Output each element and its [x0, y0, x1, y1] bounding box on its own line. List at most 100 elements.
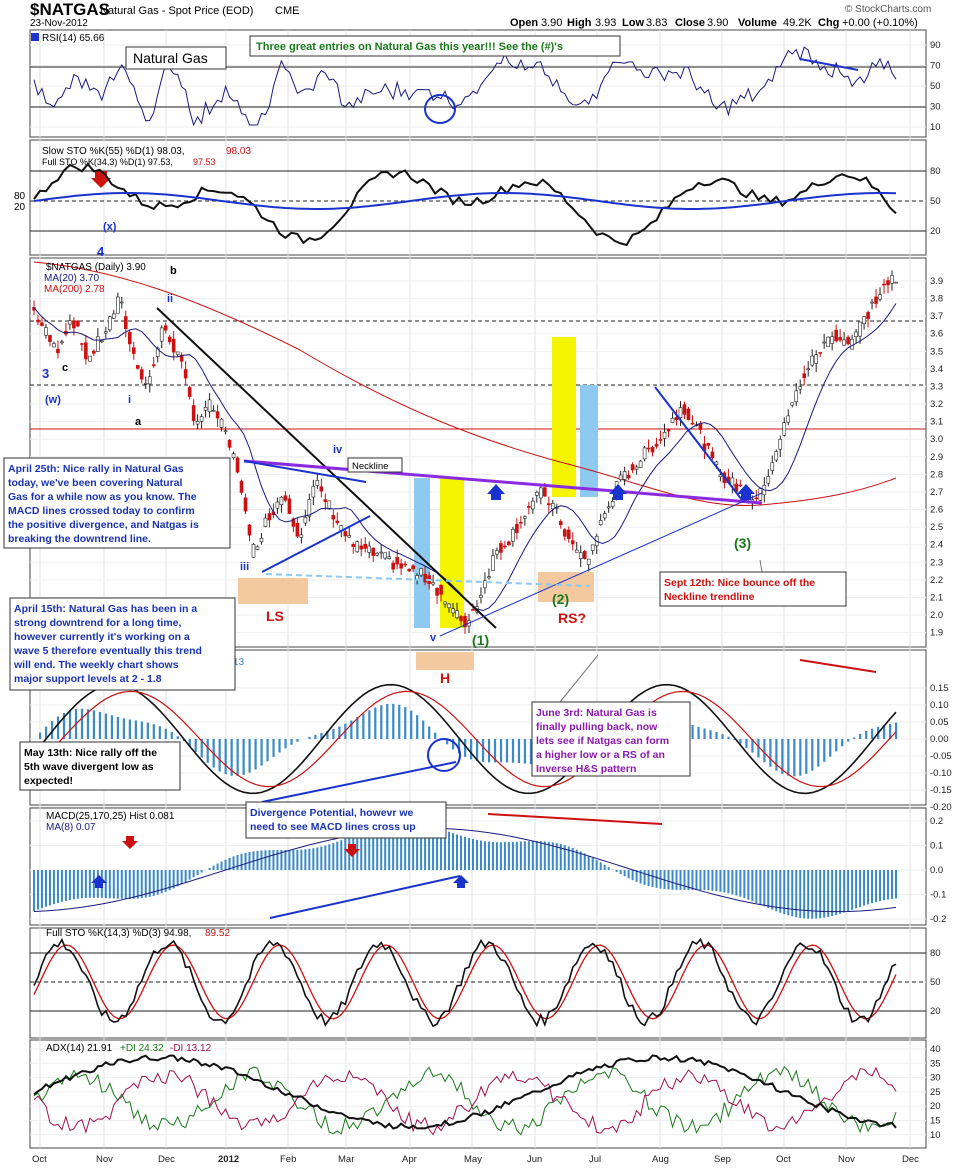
macd2-hist-bar [523, 841, 526, 870]
candle-body [199, 416, 204, 422]
macd2-hist-bar [655, 870, 658, 888]
candle-body [654, 443, 659, 447]
candle-body [666, 429, 671, 432]
candle-body [566, 529, 571, 539]
macd1-hist-bar [152, 724, 155, 739]
candle-body [219, 418, 224, 428]
close-value: 3.90 [707, 17, 728, 29]
macd1-circle [427, 738, 461, 772]
macd1-tick: 0.15 [930, 683, 949, 694]
macd2-hist-bar [392, 822, 395, 870]
candle-body [622, 471, 627, 480]
macd2-hist-bar [627, 870, 630, 879]
macd2-hist-bar [531, 841, 534, 870]
macd2-buy-arrow-icon [453, 875, 469, 888]
candle-body [802, 373, 807, 379]
macd1-hist-bar [56, 716, 60, 739]
low-value: 3.83 [646, 17, 667, 29]
x-tick-label: Feb [280, 1154, 296, 1165]
macd2-hist-bar [432, 826, 435, 870]
macd2-hist-bar [136, 870, 139, 899]
rs-zone [538, 572, 594, 602]
macd2-hist-bar [424, 824, 427, 870]
chg-value: +0.00 (+0.10%) [842, 17, 918, 29]
candle-body [818, 352, 822, 354]
wave-b: b [170, 265, 177, 277]
macd1-hist-bar [230, 739, 233, 776]
macd2-hist-bar [519, 841, 522, 870]
macd2-hist-bar [691, 870, 694, 890]
macd2-hist-bar [643, 870, 646, 885]
macd2-hist-bar [220, 861, 223, 870]
apr15-line: will end. The weekly chart shows [13, 659, 179, 671]
macd1-hist-bar [326, 731, 329, 739]
macd1-hist-bar [392, 703, 395, 739]
rsi-tag: Natural Gas [133, 50, 208, 66]
x-tick-label: Dec [158, 1154, 175, 1165]
candle-body [678, 407, 683, 418]
macd2-hist-bar [787, 870, 790, 916]
macd2-hist-bar [180, 870, 183, 885]
candle-body [403, 563, 407, 566]
candle-body [830, 336, 834, 345]
macd2-label: MACD(25,170,25) Hist 0.081 [46, 811, 175, 822]
candle-body [682, 404, 687, 415]
wave-3: 3 [42, 366, 49, 381]
candle-body [379, 551, 383, 554]
candle-body [151, 364, 156, 367]
macd2-hist-bar [815, 870, 818, 919]
price-tick: 1.9 [930, 628, 943, 639]
macd2-hist-bar [863, 870, 866, 906]
candle-body [40, 322, 44, 326]
candle-body [483, 580, 487, 589]
candle-body [147, 376, 152, 385]
macd1-hist-bar [769, 739, 772, 767]
macd2-hist-bar [703, 870, 706, 891]
macd1-hist-bar [80, 708, 84, 739]
candle-body [407, 568, 411, 572]
macd1-hist-bar [266, 739, 269, 762]
price-tick: 2.3 [930, 557, 943, 568]
macd2-hist-bar [771, 870, 774, 910]
macd2-hist-bar [48, 870, 51, 906]
open-label: Open [510, 17, 538, 29]
macd1-hist-bar [799, 739, 802, 776]
macd2-hist-bar [875, 870, 878, 903]
macd2-tick: 0.2 [930, 816, 943, 827]
buy-arrow-icon [737, 484, 755, 500]
candle-body [215, 411, 220, 419]
sto-left-tick-80: 80 [14, 191, 26, 202]
macd1-hist-bar [446, 739, 449, 745]
candle-body [519, 521, 523, 524]
low-label: Low [622, 17, 644, 29]
candle-body [479, 595, 483, 598]
macd2-hist-bar [160, 870, 163, 894]
macd1-hist-bar [739, 739, 742, 744]
candle-body [890, 275, 894, 284]
macd1-hist-bar [416, 715, 419, 739]
macd2-hist-bar [775, 870, 778, 912]
macd2-hist-bar [603, 864, 606, 870]
macd2-hist-bar [671, 870, 674, 890]
candle-body [598, 520, 603, 526]
candle-body [283, 495, 288, 501]
x-tick-label: Oct [776, 1154, 791, 1165]
slowsto-label-red: 98.03 [226, 146, 251, 157]
macd1-tick: 0.05 [930, 717, 949, 728]
macd1-hist-bar [122, 718, 125, 739]
apr25-line: today, we've been covering Natural [8, 477, 183, 489]
candle-body [247, 524, 252, 536]
macd1-hist-bar [350, 720, 353, 739]
candle-body [100, 340, 104, 343]
macd2-hist-bar [727, 870, 730, 894]
support-dashed [265, 573, 591, 587]
macd2-hist-bar [783, 870, 786, 915]
price-tick: 3.1 [930, 417, 943, 428]
macd2-hist-bar [188, 870, 191, 880]
macd2-tick: -0.1 [930, 890, 946, 901]
candle-body [487, 576, 491, 579]
macd2-hist-bar [400, 821, 403, 870]
macd1-tick: 0.00 [930, 734, 949, 745]
candle-body [626, 474, 631, 479]
wave-iii: iii [240, 561, 249, 573]
